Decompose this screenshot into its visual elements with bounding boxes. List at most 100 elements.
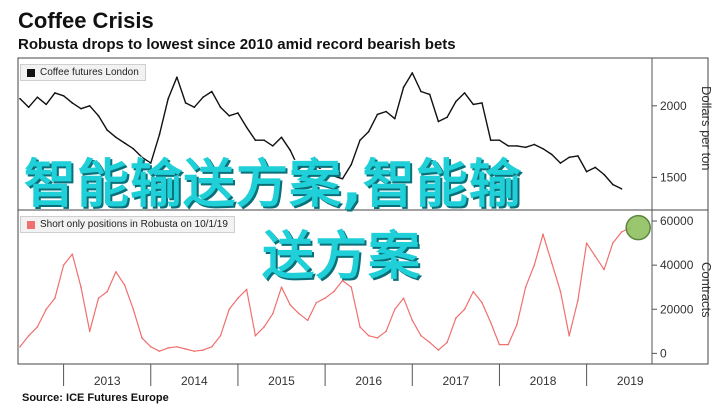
data-point-1-6 [71,253,74,255]
data-point-1-47 [428,341,431,344]
y-axis-label-price: Dollars per ton [699,86,714,171]
data-point-0-19 [184,102,187,104]
data-point-0-50 [455,100,457,103]
data-point-1-61 [550,262,553,264]
data-point-0-22 [210,90,213,93]
data-point-0-4 [54,92,56,94]
data-point-1-39 [359,326,361,328]
data-point-1-66 [594,255,597,258]
data-point-0-27 [254,139,257,141]
data-point-0-10 [106,129,108,131]
data-point-0-37 [341,178,344,180]
data-point-1-58 [524,286,527,289]
data-point-1-44 [402,297,405,300]
legend-price-label: Coffee futures London [40,67,139,78]
data-point-0-59 [533,143,536,146]
data-point-0-21 [202,96,204,99]
data-point-1-15 [149,345,152,348]
data-point-1-57 [516,323,518,326]
data-point-1-30 [280,286,283,289]
data-point-0-18 [176,76,178,78]
data-point-1-3 [45,308,47,311]
data-point-1-49 [446,341,448,344]
data-point-1-24 [228,308,231,311]
data-point-0-45 [411,72,414,74]
data-point-0-6 [71,102,74,104]
data-point-1-32 [298,312,300,315]
data-point-1-14 [141,337,143,339]
chart-title: Coffee Crisis [18,8,154,33]
data-point-1-42 [385,330,387,333]
data-point-0-1 [27,106,30,109]
data-point-0-46 [420,90,422,93]
data-point-0-2 [36,96,39,99]
data-point-0-60 [542,147,544,150]
legend-price: Coffee futures London [20,64,146,81]
data-point-1-34 [315,301,318,304]
x-tick-label-0: 2013 [94,374,121,388]
data-point-0-13 [132,147,135,150]
data-point-1-59 [533,264,536,266]
data-point-0-42 [385,110,387,113]
data-point-1-27 [254,334,257,337]
data-point-0-25 [237,112,239,114]
data-point-0-16 [158,133,161,136]
legend-positions-swatch [27,220,35,229]
data-point-1-9 [97,297,100,300]
data-point-1-51 [463,308,466,311]
data-point-1-55 [498,343,501,346]
data-point-1-4 [54,297,56,300]
y-tick-label-1-3: 60000 [660,214,694,228]
data-point-1-52 [472,290,475,293]
legend-positions-label: Short only positions in Robusta on 10/1/… [40,219,228,230]
data-point-0-24 [228,115,231,117]
data-point-0-66 [594,166,597,169]
data-point-0-15 [149,162,152,164]
data-point-0-30 [280,136,283,139]
data-point-1-1 [27,334,30,337]
y-tick-label-1-0: 0 [660,346,667,360]
data-point-1-45 [411,319,414,322]
data-point-0-28 [263,139,265,141]
x-tick-label-6: 2019 [617,374,644,388]
x-tick-label-1: 2014 [181,374,208,388]
data-point-0-0 [19,97,21,100]
data-point-1-69 [620,231,623,233]
data-point-1-13 [132,308,135,311]
data-point-1-35 [324,297,326,300]
data-point-0-56 [507,145,509,147]
data-point-0-33 [306,162,309,164]
data-point-1-7 [80,286,82,289]
data-point-0-48 [437,120,440,123]
x-tick-label-2: 2015 [268,374,295,388]
data-point-0-52 [472,103,475,106]
x-tick-label-5: 2018 [530,374,557,388]
data-point-0-29 [272,145,274,147]
data-point-1-28 [263,326,265,328]
data-point-0-47 [428,93,431,96]
y-axis-label-contracts: Contracts [699,262,714,318]
data-point-0-63 [568,156,570,159]
data-point-1-19 [184,348,187,350]
data-point-1-48 [437,349,440,351]
legend-price-swatch [27,68,35,77]
data-point-0-17 [167,97,169,100]
data-point-0-32 [298,167,300,170]
legend-positions: Short only positions in Robusta on 10/1/… [20,216,235,233]
data-point-1-22 [210,345,213,348]
data-point-0-12 [123,142,126,144]
data-point-1-33 [306,319,309,322]
data-point-0-23 [219,106,222,109]
data-point-0-9 [97,115,100,117]
data-point-1-62 [559,290,562,293]
data-point-1-41 [376,337,379,339]
data-point-1-38 [350,286,353,289]
data-point-1-12 [123,284,126,286]
source-note: Source: ICE Futures Europe [22,392,169,404]
data-point-1-43 [394,308,396,311]
y-tick-label-1-2: 40000 [660,258,694,272]
data-point-1-25 [237,297,239,300]
data-point-1-68 [611,242,614,244]
watermark-line-2: 送方案 [262,227,422,287]
data-point-1-54 [489,321,492,324]
